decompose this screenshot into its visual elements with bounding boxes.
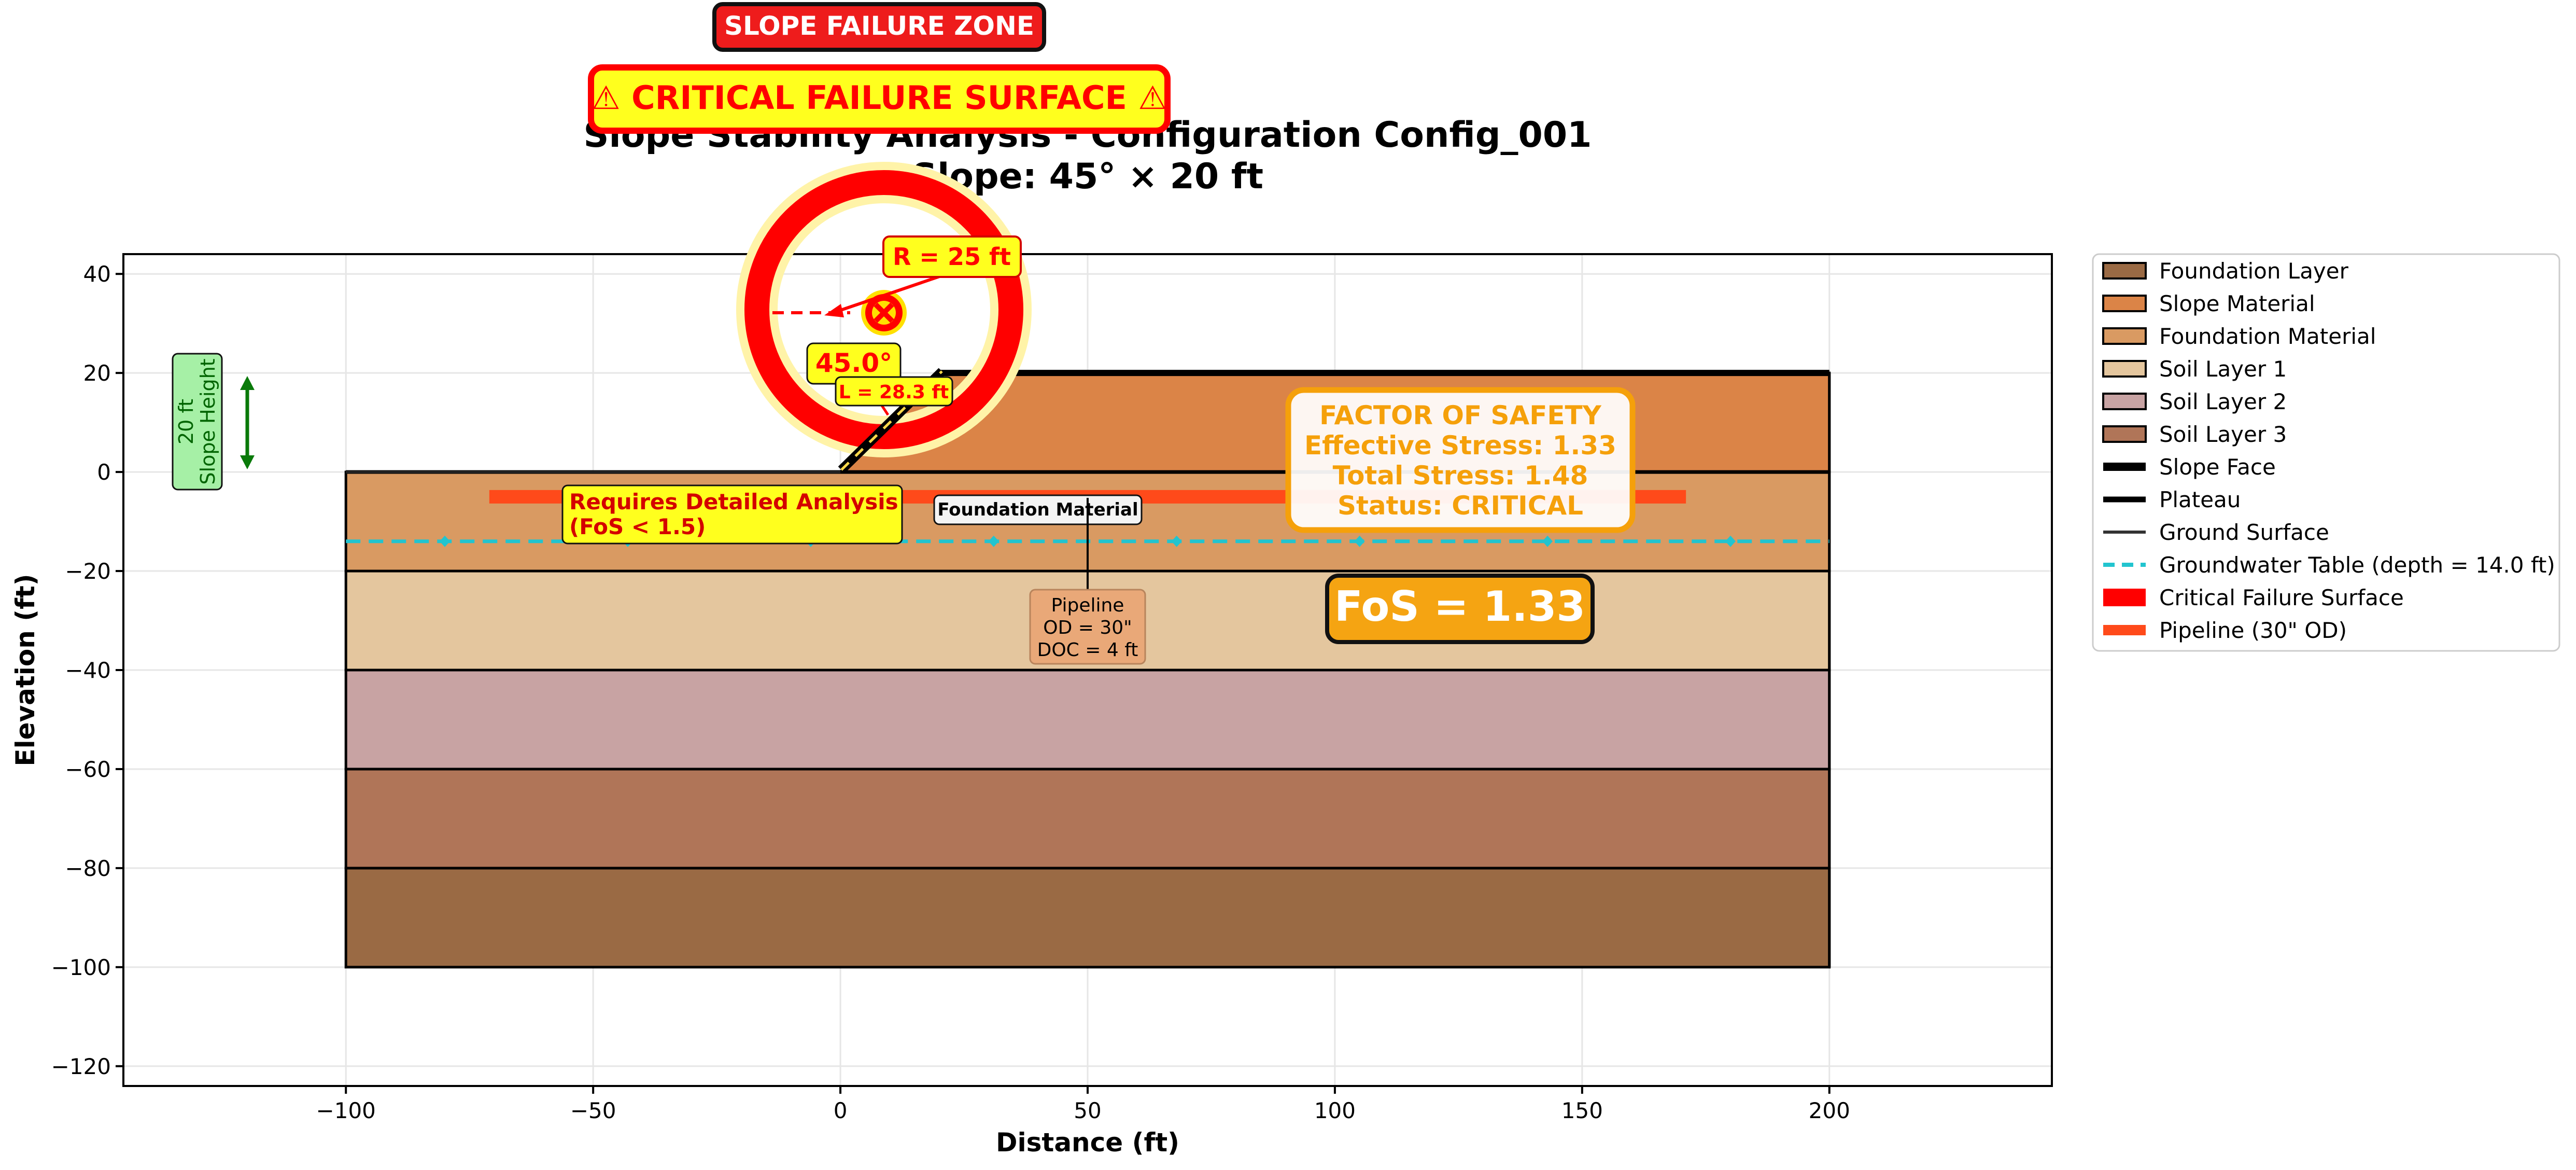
x-tick-label: −50 <box>570 1098 616 1123</box>
groundwater-marker <box>1725 535 1736 547</box>
legend: Foundation Layer Slope Material Foundation… <box>2092 253 2560 652</box>
axis-ticks: −100 −50 0 50 100 150 20040200−20−40−60−80−100… <box>51 261 1850 1123</box>
critical-failure-surface <box>736 162 1032 457</box>
x-axis-label: Distance (ft) <box>996 1127 1179 1158</box>
failure-center-icon <box>861 290 907 336</box>
legend-label: Groundwater Table (depth = 14.0 ft) <box>2159 552 2555 578</box>
fos-effective: Effective Stress: 1.33 <box>1304 430 1616 461</box>
soil-layer <box>344 867 1831 969</box>
legend-label: Ground Surface <box>2159 520 2329 545</box>
groundwater-marker <box>1354 535 1365 547</box>
legend-swatch <box>2102 360 2147 378</box>
y-tick-label: −100 <box>51 955 111 980</box>
foundation-material-label-box <box>933 494 1143 525</box>
legend-label: Slope Face <box>2159 454 2276 480</box>
slope-height-arrow <box>240 376 255 469</box>
groundwater-marker <box>440 535 450 547</box>
radius-label: R = 25 ft <box>893 243 1011 271</box>
legend-swatch <box>2102 327 2147 345</box>
pipeline-label-line3: DOC = 4 ft <box>1037 639 1138 661</box>
failure-zone-banner-text: SLOPE FAILURE ZONE <box>724 11 1034 41</box>
slope-height-line2: Slope Height <box>196 358 219 484</box>
critical-surface-banner-text: ⚠ CRITICAL FAILURE SURFACE ⚠ <box>592 79 1167 117</box>
groundwater-marker <box>988 535 999 547</box>
y-tick-label: −120 <box>51 1054 111 1079</box>
fos-badge-text: FoS = 1.33 <box>1334 582 1585 631</box>
y-tick-label: 20 <box>83 360 111 386</box>
failure-zone-banner <box>712 2 1046 52</box>
pipeline-label-line2: OD = 30" <box>1043 617 1132 638</box>
angle-label: 45.0° <box>815 348 892 378</box>
legend-label: Foundation Layer <box>2159 258 2349 284</box>
legend-swatch <box>2102 425 2147 443</box>
y-tick-label: 0 <box>97 459 111 485</box>
detailed-analysis-line1: Requires Detailed Analysis <box>569 489 898 514</box>
legend-swatch <box>2102 262 2147 280</box>
legend-frame <box>2092 253 2560 652</box>
fos-status: Status: CRITICAL <box>1338 491 1583 521</box>
y-tick-label: 40 <box>83 261 111 287</box>
legend-swatch <box>2102 295 2147 312</box>
y-axis-label: Elevation (ft) <box>10 574 40 766</box>
x-tick-label: 50 <box>1074 1098 1101 1123</box>
legend-label: Foundation Material <box>2159 324 2376 349</box>
detailed-analysis-line2: (FoS < 1.5) <box>569 514 706 539</box>
x-tick-label: 0 <box>834 1098 848 1123</box>
y-tick-label: −60 <box>65 757 111 782</box>
soil-layer <box>344 668 1831 771</box>
x-tick-label: 100 <box>1314 1098 1356 1123</box>
y-tick-label: −40 <box>65 658 111 683</box>
legend-swatch <box>2102 393 2147 410</box>
legend-label: Critical Failure Surface <box>2159 585 2404 610</box>
length-label: L = 28.3 ft <box>839 382 949 403</box>
groundwater-marker <box>1542 535 1553 547</box>
slope-height-line1: 20 ft <box>175 399 198 444</box>
radius-label-box <box>882 235 1022 278</box>
pipeline-label-box <box>1029 589 1146 665</box>
length-label-box <box>835 376 953 407</box>
legend-label: Plateau <box>2159 487 2241 512</box>
groundwater-marker <box>1171 535 1182 547</box>
x-tick-label: 150 <box>1561 1098 1603 1123</box>
fos-badge <box>1325 574 1595 644</box>
fos-heading: FACTOR OF SAFETY <box>1319 400 1602 430</box>
x-tick-label: −100 <box>316 1098 376 1123</box>
legend-label: Pipeline (30" OD) <box>2159 618 2347 643</box>
legend-label: Slope Material <box>2159 291 2315 316</box>
legend-label: Soil Layer 3 <box>2159 422 2287 447</box>
fos-total: Total Stress: 1.48 <box>1333 461 1588 491</box>
legend-label: Soil Layer 2 <box>2159 389 2287 414</box>
pipeline-label-line1: Pipeline <box>1051 595 1124 616</box>
slope-height-box <box>172 353 223 491</box>
detailed-analysis-box <box>561 484 903 545</box>
legend-label: Soil Layer 1 <box>2159 356 2287 382</box>
soil-layer <box>344 768 1831 870</box>
x-tick-label: 200 <box>1809 1098 1850 1123</box>
y-tick-label: −80 <box>65 856 111 881</box>
y-tick-label: −20 <box>65 559 111 584</box>
fos-box <box>1285 387 1636 533</box>
foundation-material-label: Foundation Material <box>937 499 1138 520</box>
critical-surface-banner <box>588 64 1171 134</box>
